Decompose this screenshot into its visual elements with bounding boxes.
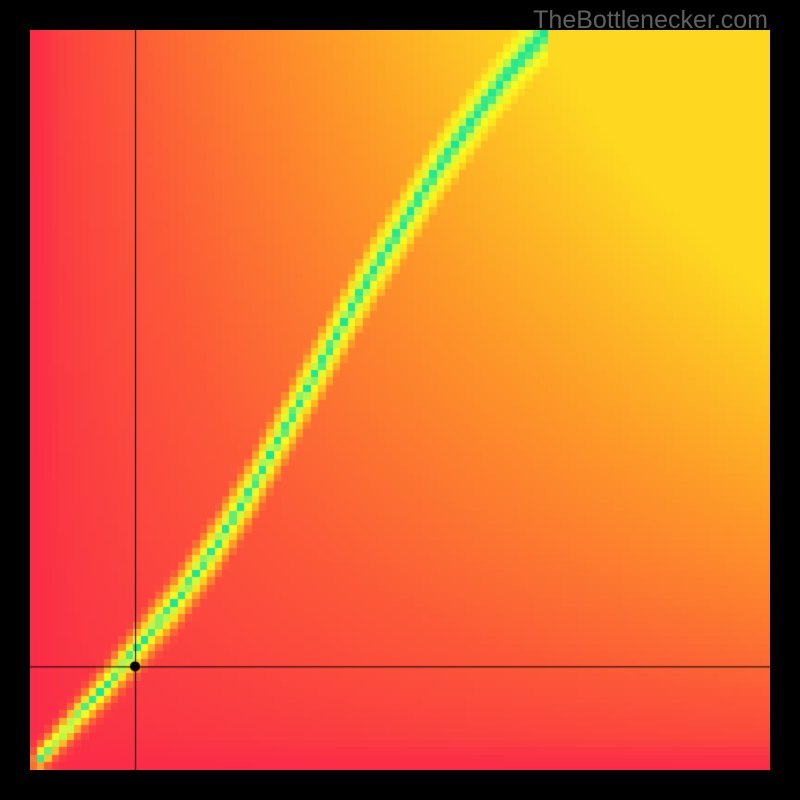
watermark-text: TheBottlenecker.com (533, 6, 768, 35)
bottleneck-heatmap (30, 30, 770, 770)
chart-container: TheBottlenecker.com (0, 0, 800, 800)
